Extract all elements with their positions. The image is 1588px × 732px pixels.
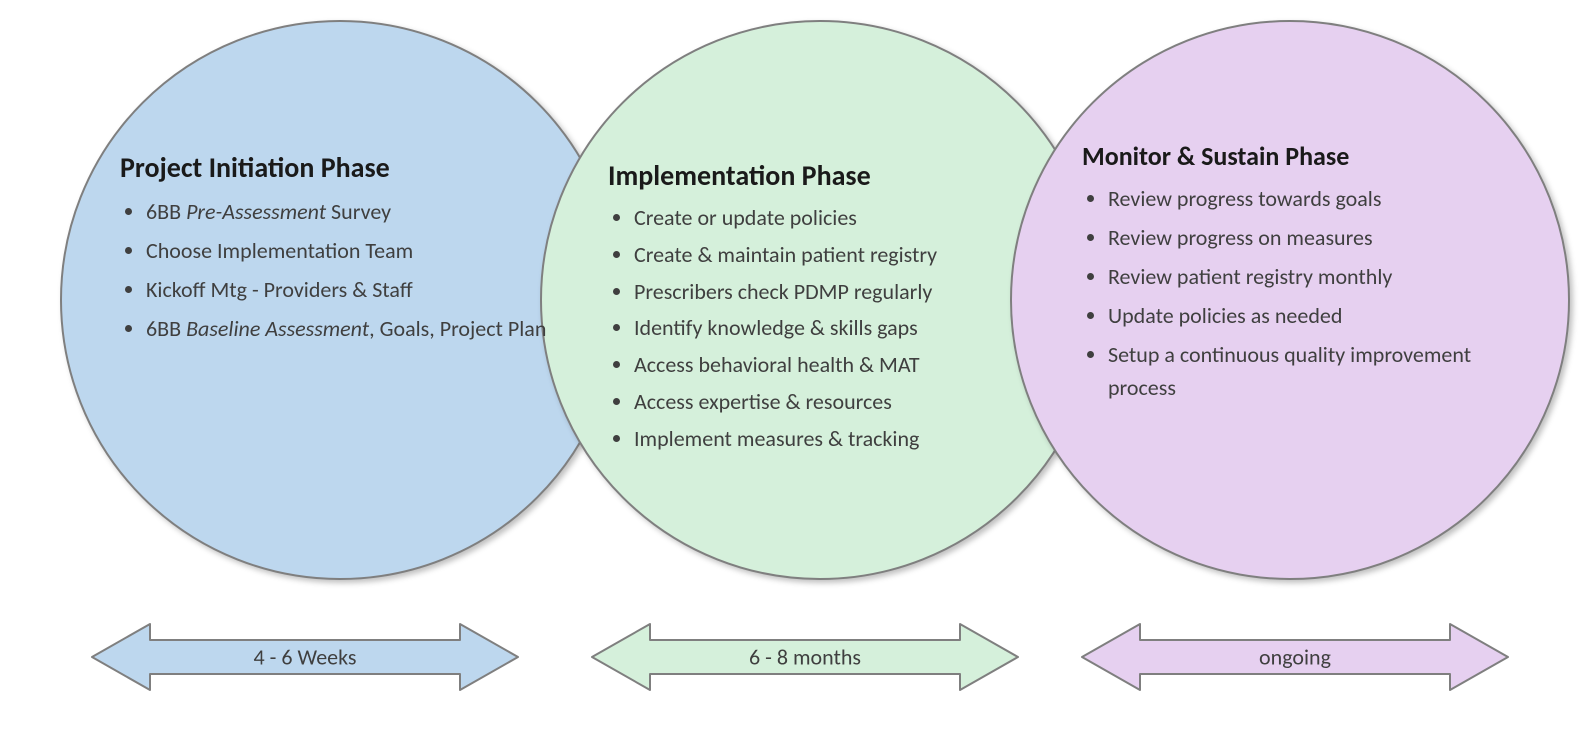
duration-arrow-implementation: 6 - 8 months <box>590 620 1020 694</box>
phase-content-initiation: Project Initiation Phase 6BB Pre-Assessm… <box>120 150 550 351</box>
list-item: Access behavioral health & MAT <box>634 350 1028 381</box>
duration-label: 4 - 6 Weeks <box>253 644 356 671</box>
list-item: Review progress towards goals <box>1108 182 1502 215</box>
phase-title-monitor: Monitor & Sustain Phase <box>1082 140 1502 172</box>
list-item: Access expertise & resources <box>634 387 1028 418</box>
list-item: Review patient registry monthly <box>1108 260 1502 293</box>
duration-label: 6 - 8 months <box>749 644 861 671</box>
phase-content-monitor: Monitor & Sustain Phase Review progress … <box>1082 140 1502 410</box>
list-item: Identify knowledge & skills gaps <box>634 313 1028 344</box>
list-item: Kickoff Mtg - Providers & Staff <box>146 273 550 306</box>
duration-arrow-initiation: 4 - 6 Weeks <box>90 620 520 694</box>
duration-label: ongoing <box>1259 644 1331 671</box>
diagram-canvas: Project Initiation Phase 6BB Pre-Assessm… <box>0 0 1588 732</box>
list-item: Review progress on measures <box>1108 221 1502 254</box>
phase-bullets-implementation: Create or update policies Create & maint… <box>608 203 1028 455</box>
list-item: Create & maintain patient registry <box>634 240 1028 271</box>
list-item: 6BB Baseline Assessment, Goals, Project … <box>146 312 550 345</box>
phase-title-implementation: Implementation Phase <box>608 158 1028 193</box>
list-item: Implement measures & tracking <box>634 424 1028 455</box>
list-item: Create or update policies <box>634 203 1028 234</box>
list-item: Setup a continuous quality improvement p… <box>1108 338 1502 404</box>
list-item: Update policies as needed <box>1108 299 1502 332</box>
list-item: Prescribers check PDMP regularly <box>634 277 1028 308</box>
list-item: 6BB Pre-Assessment Survey <box>146 195 550 228</box>
duration-arrow-monitor: ongoing <box>1080 620 1510 694</box>
phase-bullets-monitor: Review progress towards goals Review pro… <box>1082 182 1502 404</box>
phase-title-initiation: Project Initiation Phase <box>120 150 550 185</box>
phase-bullets-initiation: 6BB Pre-Assessment Survey Choose Impleme… <box>120 195 550 345</box>
list-item: Choose Implementation Team <box>146 234 550 267</box>
phase-content-implementation: Implementation Phase Create or update po… <box>608 158 1028 461</box>
